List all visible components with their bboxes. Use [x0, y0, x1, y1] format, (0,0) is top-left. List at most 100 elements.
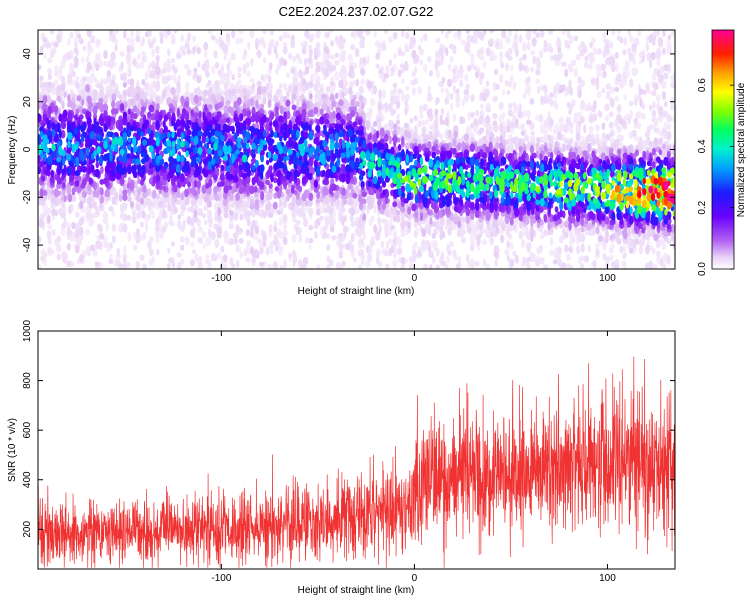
spectrogram-cell [550, 237, 554, 246]
spectrogram-cell [220, 90, 225, 96]
spectrogram-cell [553, 86, 558, 94]
spectrogram-cell [440, 87, 445, 94]
spectrogram-cell [246, 217, 251, 227]
spectrogram-cell [92, 201, 98, 210]
spectrogram-cell [454, 204, 458, 212]
spectrogram-cell [393, 230, 398, 240]
spectrogram-cell [455, 101, 461, 108]
spectrogram-cell [525, 119, 532, 126]
spectrogram-cell [60, 59, 66, 69]
spectrogram-cell [657, 37, 664, 45]
spectrogram-cell [499, 234, 505, 244]
spectrogram-cell [275, 245, 279, 252]
spectrogram-cell [645, 84, 650, 92]
spectrogram-cell [385, 209, 390, 218]
spectrogram-cell [104, 189, 111, 198]
spectrogram-cell [611, 30, 616, 37]
spectrogram-cell [646, 52, 652, 62]
spectrogram-cell [246, 240, 252, 248]
spectrogram-cell [88, 177, 93, 185]
spectrogram-cell [252, 234, 259, 241]
spectrogram-cell [254, 226, 260, 235]
spectrogram-cell [276, 63, 282, 70]
spectrogram-cell [413, 230, 418, 238]
spectrogram-cell [308, 35, 314, 43]
spectrogram-cell [254, 185, 258, 193]
spectrogram-cell [298, 233, 302, 243]
spectrogram-cell [508, 152, 513, 162]
spectrogram-cell [167, 48, 171, 57]
spectrogram-cell [99, 202, 103, 210]
spectrogram-cell [162, 185, 166, 191]
spectrogram-cell [638, 88, 644, 95]
spectrogram-cell [549, 118, 554, 127]
spectrogram-cell [397, 46, 402, 57]
spectrogram-cell [313, 231, 318, 240]
spectrogram-cell [568, 246, 572, 253]
spectrogram-cell [282, 45, 288, 55]
spectrogram-cell [267, 75, 272, 84]
spectrogram-cell [187, 181, 192, 188]
spectrogram-cell [366, 244, 370, 254]
spectrogram-cell [608, 246, 614, 254]
spectrogram-cell [499, 123, 504, 133]
spectrogram-cell [405, 85, 410, 92]
spectrogram-cell [220, 245, 225, 253]
spectrogram-cell [648, 141, 653, 148]
spectrogram-cell [547, 134, 552, 142]
spectrogram-cell [325, 85, 331, 92]
spectrogram-cell [396, 113, 400, 121]
spectrogram-cell [392, 52, 398, 59]
spectrogram-cell [473, 37, 478, 44]
spectrogram-cell [375, 52, 380, 60]
spectrogram-cell [504, 248, 510, 256]
spectrogram-cell [176, 81, 181, 89]
spectrogram-cell [88, 212, 94, 221]
spectrogram-cell [181, 107, 187, 116]
spectrogram-cell [535, 214, 541, 221]
spectrogram-cell [127, 108, 132, 115]
spectrogram-cell [469, 202, 475, 209]
spectrogram-cell [431, 255, 436, 265]
spectrogram-cell [39, 81, 44, 89]
spectrogram-cell [478, 224, 484, 230]
spectrogram-cell [619, 134, 624, 142]
spectrogram-cell [403, 122, 409, 129]
spectrogram-cell [373, 224, 378, 234]
spectrogram-cell [278, 115, 284, 123]
spectrogram-cell [290, 184, 295, 194]
spectrogram-cell [566, 43, 571, 50]
spectrogram-cell [395, 100, 401, 110]
spectrogram-cell [543, 96, 548, 105]
spectrogram-cell [326, 243, 331, 252]
spectrogram-cell [136, 188, 142, 196]
spectrogram-cell [444, 116, 449, 126]
spectrogram-cell [648, 124, 654, 130]
spectrogram-cell [173, 76, 178, 84]
spectrogram-cell [556, 246, 563, 255]
spectrogram-cell [452, 84, 457, 92]
spectrogram-cell [340, 65, 347, 73]
spectrogram-cell [246, 257, 251, 263]
spectrogram-cell [604, 261, 610, 268]
spectrogram-cell [518, 230, 523, 240]
spectrogram-cell [161, 88, 167, 96]
spectrogram-cell [452, 68, 457, 75]
spectrogram-cell [579, 49, 585, 57]
spectrogram-cell [155, 174, 161, 182]
spectrogram-cell [251, 257, 256, 263]
spectrogram-cell [481, 152, 488, 159]
spectrogram-cell [341, 187, 346, 196]
spectrogram-cell [217, 69, 221, 75]
spectrogram-cell [193, 112, 199, 118]
spectrogram-cell [222, 73, 228, 82]
spectrogram-cell [171, 37, 175, 45]
spectrogram-cell [56, 175, 61, 185]
spectrogram-cell [201, 96, 206, 103]
spectrogram-cell [451, 75, 458, 84]
spectrogram-cell [609, 234, 613, 241]
spectrogram-cell [149, 41, 154, 49]
spectrogram-cell [341, 216, 345, 227]
spectrogram-cell [440, 260, 447, 267]
spectrogram-cell [110, 51, 116, 62]
